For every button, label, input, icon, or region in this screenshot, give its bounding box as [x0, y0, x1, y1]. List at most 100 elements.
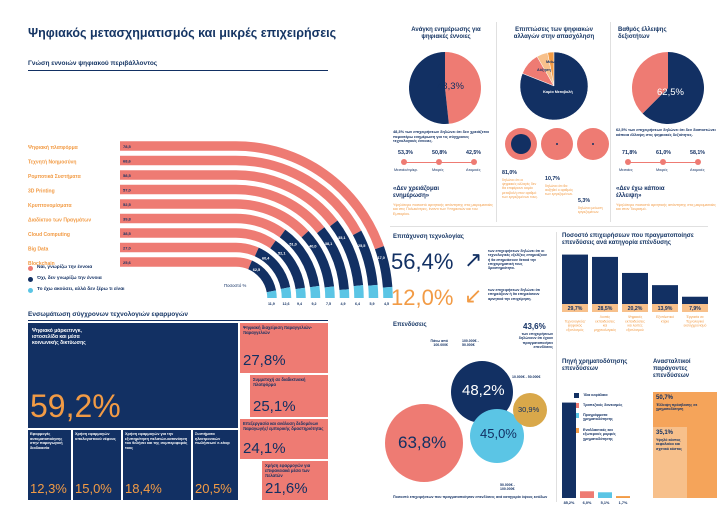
deficit-size-label-1: Μεσαίες — [619, 168, 633, 172]
awareness-bar-arc — [316, 227, 349, 291]
funding-value-label: 1,7% — [619, 501, 628, 505]
awareness-bar-arc — [329, 220, 364, 287]
need-quote-note: Υψηλότερο ποσοστό αρνητικής απάντησης στ… — [393, 203, 493, 216]
awareness-bar-arc — [266, 290, 277, 299]
need-size-label-3: Ατομικές — [466, 168, 481, 172]
investment-type-category-label: και — [603, 324, 608, 328]
integration-bottom-label-3: Χρήση εφαρμογών για την εξυπηρέτηση πελα… — [125, 432, 188, 450]
awareness-value-label-yes: 25,6 — [123, 260, 132, 265]
awareness-bar-arc — [374, 246, 393, 288]
vertical-divider-2 — [610, 22, 611, 222]
need-size-label-1: Μεσαίο/σμίκρ. — [394, 168, 418, 172]
awareness-bar-arc — [247, 260, 277, 293]
need-pie — [409, 52, 482, 124]
vertical-divider-3 — [556, 232, 557, 502]
impact-value-1: 81,0% — [502, 170, 518, 176]
funding-legend-label-4: Εναλλακτικές και εξωτερικές μορφές χρημα… — [583, 428, 616, 441]
awareness-bar-arc — [270, 240, 305, 290]
integration-bottom-label-4: Συστήματα ηλεκτρονικών πωλήσεων/ e-shop — [195, 432, 230, 446]
funding-legend-swatch-2 — [574, 403, 579, 408]
awareness-bar-arc — [352, 230, 378, 286]
deficit-size-label-3: Ατομικές — [690, 168, 705, 172]
integration-main-block — [28, 323, 238, 428]
awareness-heading: Γνώση εννοιών ψηφιακού περιβάλλοντος — [28, 60, 158, 67]
awareness-bar-arc — [295, 287, 306, 299]
barrier-value-2: 35,1% — [656, 430, 674, 436]
investment-type-category-label: Τεχνολογικό — [686, 319, 704, 323]
vertical-divider-1 — [496, 22, 497, 222]
awareness-bar-arc — [235, 257, 252, 270]
deficit-size-value-1: 71,8% — [622, 150, 638, 156]
legend-swatch-yes — [28, 266, 33, 271]
investment-type-category-label: Ψηφιακές — [628, 315, 643, 319]
funding-value-label: 85,2% — [564, 501, 575, 505]
need-size-label-2: Μικρές — [432, 168, 444, 172]
funding-chart: 85,2% 6,0% 5,1% 1,7% — [562, 402, 630, 505]
impact-note-3: δηλώνει μείωση εργαζομένων. — [578, 206, 603, 215]
awareness-value-label-yes: 52,5 — [123, 202, 132, 207]
awareness-category-label: Τεχνητή Νοημοσύνη — [28, 160, 76, 166]
deficit-quote-note: Υψηλότερο ποσοστό αρνητικής απάντησης στ… — [616, 203, 716, 212]
investment-type-bar — [592, 256, 618, 312]
need-pie-label: 48,3% — [437, 81, 464, 92]
awareness-value-label-heard: 6,4 — [355, 302, 360, 306]
awareness-value-label-no: 35,1 — [338, 236, 345, 240]
impact-note-2: δηλώνει ότι θα αυξηθεί ο αριθμός των εργ… — [545, 184, 574, 197]
impact-pie-label-2: Αύξηση — [537, 68, 551, 72]
integration-right-value-1: 27,8% — [243, 352, 286, 369]
investment-type-bar-label-bg — [622, 304, 648, 312]
page-title: Ψηφιακός μετασχηματισμός και μικρές επιχ… — [28, 26, 337, 40]
awareness-value-label-yes: 38,5 — [123, 231, 132, 236]
investment-type-value-label: 7,9% — [689, 306, 701, 312]
adoption-arrow-up-icon: ↗ — [464, 247, 483, 272]
awareness-category-label: Ρομποτικά Συστήματα — [28, 174, 82, 180]
awareness-bar-arc — [280, 287, 292, 299]
investment-type-category-label: εκπαιδεύσεις — [625, 319, 645, 323]
investment-type-value-label: 28,5% — [598, 306, 613, 312]
investments-value: 43,6% — [523, 322, 546, 331]
legend-label-no: Όχι, δεν γνωρίζω την έννοια — [37, 276, 102, 281]
awareness-value-label-heard: 11,9 — [268, 302, 275, 306]
funding-heading: Πηγή χρηματοδότησης επενδύσεων — [562, 359, 628, 372]
need-size-value-3: 42,5% — [466, 150, 482, 156]
investments-note: των επιχειρήσεων δηλώνουν ότι έχουν πραγ… — [518, 332, 553, 349]
impact-note-1: δηλώνει ότι οι ψηφιακές αλλαγές δεν θα ε… — [502, 178, 539, 199]
integration-main-label: Ψηφιακό μάρκετινγκ, ιστοσελίδα και μέσα … — [32, 328, 86, 346]
integration-bottom-block-4 — [193, 430, 238, 500]
integration-right-block-4 — [262, 461, 328, 500]
impact-circle-2-inner — [556, 143, 558, 145]
investment-type-bar-label-bg — [562, 304, 588, 312]
awareness-bar-arc — [279, 229, 320, 288]
awareness-value-label-no: 25,5 — [358, 244, 365, 248]
adoption-value-1: 56,4% — [391, 249, 454, 274]
legend-label-heard: Το έχω ακούσει, αλλά δεν ξέρω τι είναι — [37, 287, 125, 292]
awareness-bar-arc — [235, 155, 362, 236]
investment-type-category-label: ψηφιακός — [568, 324, 583, 328]
awareness-bar-arc — [235, 170, 338, 227]
investment-type-value-label: 13,9% — [658, 306, 673, 312]
awareness-footnote: Ποσοστό % — [224, 283, 247, 288]
awareness-category-label: Cloud Computing — [28, 232, 70, 238]
need-size-dot-1 — [401, 159, 407, 165]
integration-right-block-2 — [250, 375, 328, 417]
adoption-arrow-down-icon: ↙ — [464, 283, 483, 308]
awareness-value-label-heard: 7,5 — [326, 302, 331, 306]
impact-value-3: 5,3% — [578, 198, 591, 204]
integration-heading: Ενσωμάτωση σύγχρονων τεχνολογιών εφαρμογ… — [28, 311, 188, 318]
awareness-heading-rule — [28, 70, 328, 71]
investment-type-bar-label-bg — [652, 304, 678, 312]
awareness-bar-arc — [324, 286, 335, 299]
funding-legend-label-3: Προγράμματα χρηματοδότησης — [583, 413, 613, 422]
investment-type-bar-label-bg — [682, 304, 708, 312]
awareness-value-label-heard: 9,2 — [312, 302, 317, 306]
integration-bottom-label-1: Εφαρμογές αυτοματοποίησης στην παραγωγικ… — [30, 432, 63, 450]
bubble-4 — [513, 393, 547, 427]
awareness-value-label-yes: 58,5 — [123, 173, 132, 178]
need-size-dot-2 — [436, 159, 442, 165]
bubble-label-3: 10.000€ - 50.000€ — [512, 375, 541, 379]
awareness-bar-arc — [301, 230, 335, 288]
funding-legend-swatch-1 — [574, 393, 579, 398]
